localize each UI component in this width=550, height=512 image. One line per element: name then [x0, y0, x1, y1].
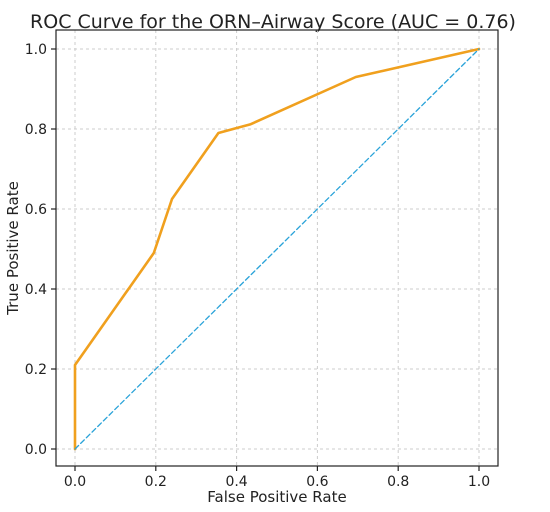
- x-axis-label: False Positive Rate: [207, 488, 346, 506]
- y-ticks: 0.0 0.2 0.4 0.6 0.8 1.0: [25, 42, 56, 458]
- x-tick-label: 1.0: [468, 474, 490, 490]
- chance-diagonal-line: [74, 48, 480, 450]
- y-tick-label: 0.2: [25, 362, 47, 378]
- y-axis-label: True Positive Rate: [4, 181, 22, 316]
- y-tick-label: 1.0: [25, 42, 47, 58]
- x-tick-label: 0.4: [225, 474, 247, 490]
- x-tick-label: 0.0: [64, 474, 86, 490]
- chart-title: ROC Curve for the ORN–Airway Score (AUC …: [30, 11, 516, 33]
- grid: [56, 30, 498, 466]
- roc-curve-line: [73, 47, 481, 451]
- y-tick-label: 0.8: [25, 122, 47, 138]
- series-layer: [73, 47, 481, 451]
- x-tick-label: 0.2: [145, 474, 167, 490]
- y-tick-label: 0.6: [25, 202, 47, 218]
- y-tick-label: 0.4: [25, 282, 47, 298]
- x-ticks: 0.0 0.2 0.4 0.6 0.8 1.0: [64, 466, 490, 490]
- plot-frame: [55, 29, 499, 467]
- y-tick-label: 0.0: [25, 442, 47, 458]
- x-tick-label: 0.6: [306, 474, 328, 490]
- x-tick-label: 0.8: [387, 474, 409, 490]
